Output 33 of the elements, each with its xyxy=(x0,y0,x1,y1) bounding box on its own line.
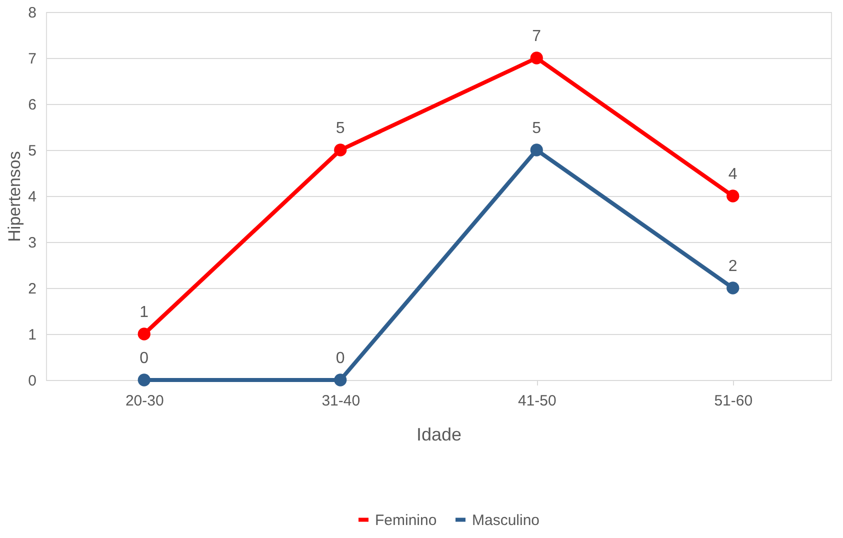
data-label: 5 xyxy=(532,120,542,137)
y-axis-title: Hipertensos xyxy=(5,151,24,242)
x-tick-label: 41-50 xyxy=(518,392,556,410)
data-label: 0 xyxy=(336,350,345,367)
x-tick-label: 20-30 xyxy=(125,392,164,410)
y-tick-label: 6 xyxy=(28,96,36,114)
point xyxy=(530,52,543,64)
point xyxy=(138,374,150,386)
y-tick-label: 3 xyxy=(28,234,36,252)
legend-label: Masculino xyxy=(472,512,540,529)
y-tick-label: 7 xyxy=(28,50,36,68)
y-tick-label: 1 xyxy=(28,326,36,344)
point xyxy=(334,144,347,156)
point xyxy=(726,282,740,294)
y-tick-label: 8 xyxy=(28,4,36,22)
y-tick-label: 4 xyxy=(28,188,36,206)
y-tick-label: 0 xyxy=(28,372,36,390)
x-axis-title: Idade xyxy=(416,424,462,444)
data-label: 7 xyxy=(532,28,542,45)
y-tick-label: 5 xyxy=(28,142,36,160)
data-label: 5 xyxy=(336,120,345,137)
data-label: 1 xyxy=(140,304,149,321)
data-label: 0 xyxy=(140,350,149,367)
x-tick-label: 31-40 xyxy=(322,392,360,410)
point xyxy=(530,144,543,156)
point xyxy=(138,328,150,340)
x-tick-label: 51-60 xyxy=(714,392,753,410)
point xyxy=(726,190,740,202)
legend-label: Feminino xyxy=(375,512,437,529)
data-label: 2 xyxy=(728,258,738,275)
point xyxy=(334,374,347,386)
y-tick-label: 2 xyxy=(28,280,36,298)
data-label: 4 xyxy=(728,166,738,183)
